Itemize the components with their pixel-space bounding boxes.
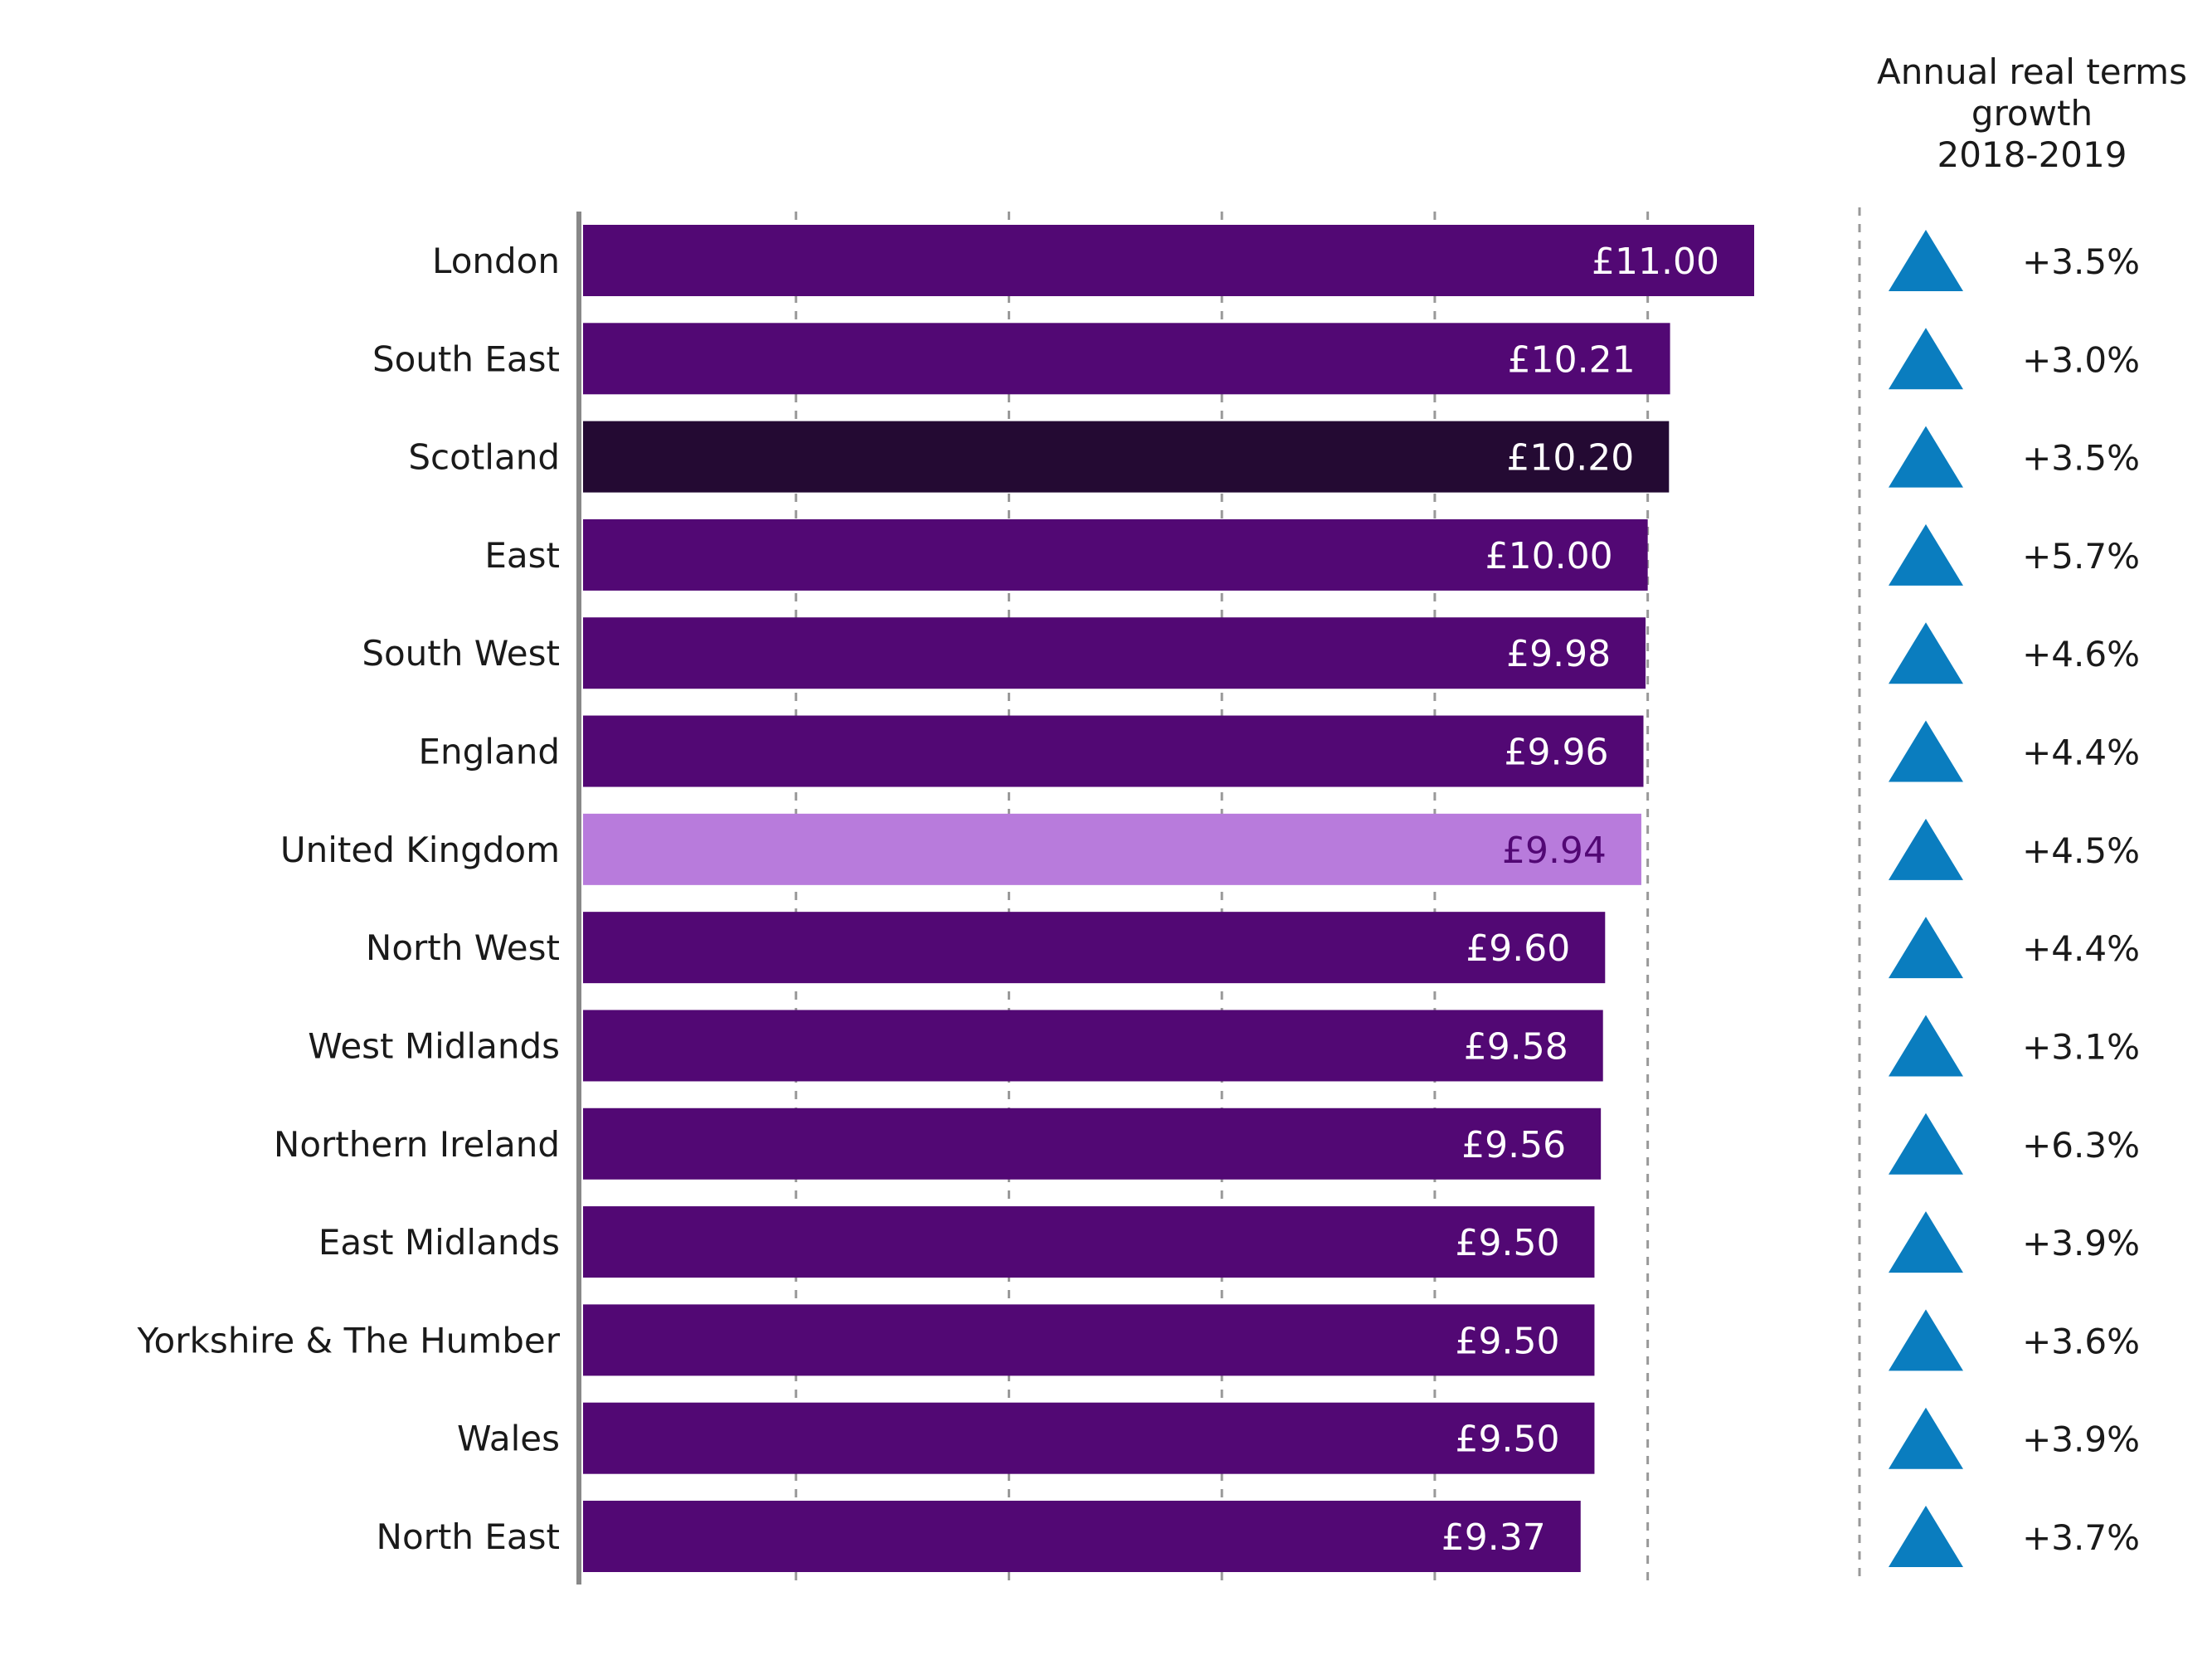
bar bbox=[583, 518, 1648, 591]
bar bbox=[583, 1304, 1595, 1376]
category-label: Scotland bbox=[408, 437, 560, 478]
category-label: Wales bbox=[457, 1419, 560, 1459]
growth-title-line-1: Annual real terms bbox=[1877, 51, 2187, 92]
growth-up-triangle-icon bbox=[1889, 1211, 1963, 1273]
growth-label: +4.4% bbox=[2022, 928, 2140, 969]
value-labels: £11.00 £10.21 £10.20 £10.00 £9.98 £9.96 £9.94 £… bbox=[1441, 241, 1719, 1559]
category-label: England bbox=[418, 732, 560, 772]
growth-label: +3.6% bbox=[2022, 1321, 2140, 1361]
category-label: West Midlands bbox=[308, 1025, 560, 1066]
bar bbox=[583, 1107, 1602, 1180]
growth-column: +3.5% +3.0% +3.5% +5.7% +4.6% +4.4% +4.5% +4.4%… bbox=[1889, 230, 2140, 1567]
value-label: £10.00 bbox=[1485, 535, 1613, 577]
growth-label: +5.7% bbox=[2022, 536, 2140, 577]
category-label: East bbox=[484, 535, 560, 576]
category-label: South East bbox=[372, 338, 560, 379]
growth-up-triangle-icon bbox=[1889, 1407, 1963, 1469]
growth-column-title: Annual real terms growth 2018-2019 bbox=[1825, 51, 2212, 176]
category-label: South West bbox=[362, 633, 560, 674]
bars bbox=[583, 225, 1754, 1572]
growth-up-triangle-icon bbox=[1889, 426, 1963, 488]
bar bbox=[583, 1501, 1581, 1572]
value-label: £9.50 bbox=[1455, 1222, 1559, 1264]
category-label: North West bbox=[366, 927, 560, 968]
value-label: £9.96 bbox=[1505, 732, 1609, 774]
growth-title-line-3: 2018-2019 bbox=[1937, 134, 2127, 175]
value-label: £9.56 bbox=[1461, 1124, 1566, 1166]
bar bbox=[583, 813, 1641, 885]
bar bbox=[583, 421, 1670, 493]
gridlines bbox=[795, 212, 1650, 1580]
bar bbox=[583, 1010, 1603, 1082]
value-label: £9.58 bbox=[1464, 1025, 1568, 1068]
value-label: £9.98 bbox=[1506, 633, 1611, 675]
growth-up-triangle-icon bbox=[1889, 523, 1963, 586]
value-label: £11.00 bbox=[1592, 241, 1719, 283]
category-label: Northern Ireland bbox=[274, 1124, 560, 1165]
growth-label: +6.3% bbox=[2022, 1125, 2140, 1166]
growth-label: +3.5% bbox=[2022, 241, 2140, 282]
bar bbox=[583, 225, 1754, 296]
bar bbox=[583, 323, 1670, 395]
category-label: East Midlands bbox=[318, 1222, 560, 1263]
growth-up-triangle-icon bbox=[1889, 917, 1963, 979]
value-label: £9.60 bbox=[1466, 927, 1570, 970]
growth-up-triangle-icon bbox=[1889, 622, 1963, 684]
growth-title-line-2: growth bbox=[1971, 93, 2093, 134]
growth-label: +3.7% bbox=[2022, 1517, 2140, 1558]
category-label: North East bbox=[377, 1516, 560, 1557]
growth-label: +4.6% bbox=[2022, 634, 2140, 674]
growth-label: +3.9% bbox=[2022, 1223, 2140, 1263]
bar bbox=[583, 715, 1644, 787]
growth-label: +4.4% bbox=[2022, 733, 2140, 773]
value-label: £9.50 bbox=[1455, 1419, 1559, 1461]
value-label: £9.94 bbox=[1502, 830, 1607, 872]
growth-label: +3.1% bbox=[2022, 1026, 2140, 1067]
value-label: £9.37 bbox=[1441, 1516, 1546, 1559]
growth-up-triangle-icon bbox=[1889, 1112, 1963, 1175]
growth-label: +3.0% bbox=[2022, 339, 2140, 380]
category-label: United Kingdom bbox=[280, 830, 560, 870]
growth-up-triangle-icon bbox=[1889, 1015, 1963, 1077]
growth-label: +4.5% bbox=[2022, 830, 2140, 871]
growth-label: +3.5% bbox=[2022, 438, 2140, 479]
bar bbox=[583, 1206, 1595, 1278]
value-label: £10.20 bbox=[1506, 437, 1634, 480]
category-label: London bbox=[432, 241, 560, 281]
bar bbox=[583, 1402, 1595, 1474]
bar bbox=[583, 912, 1606, 984]
category-labels: London South East Scotland East South West En… bbox=[136, 241, 560, 1557]
growth-up-triangle-icon bbox=[1889, 328, 1963, 390]
value-label: £9.50 bbox=[1455, 1320, 1559, 1362]
value-label: £10.21 bbox=[1508, 338, 1636, 381]
growth-up-triangle-icon bbox=[1889, 1506, 1963, 1567]
growth-up-triangle-icon bbox=[1889, 720, 1963, 782]
growth-up-triangle-icon bbox=[1889, 230, 1963, 291]
category-label: Yorkshire & The Humber bbox=[136, 1320, 560, 1361]
growth-up-triangle-icon bbox=[1889, 818, 1963, 880]
growth-label: +3.9% bbox=[2022, 1419, 2140, 1460]
growth-up-triangle-icon bbox=[1889, 1309, 1963, 1371]
bar bbox=[583, 617, 1646, 689]
